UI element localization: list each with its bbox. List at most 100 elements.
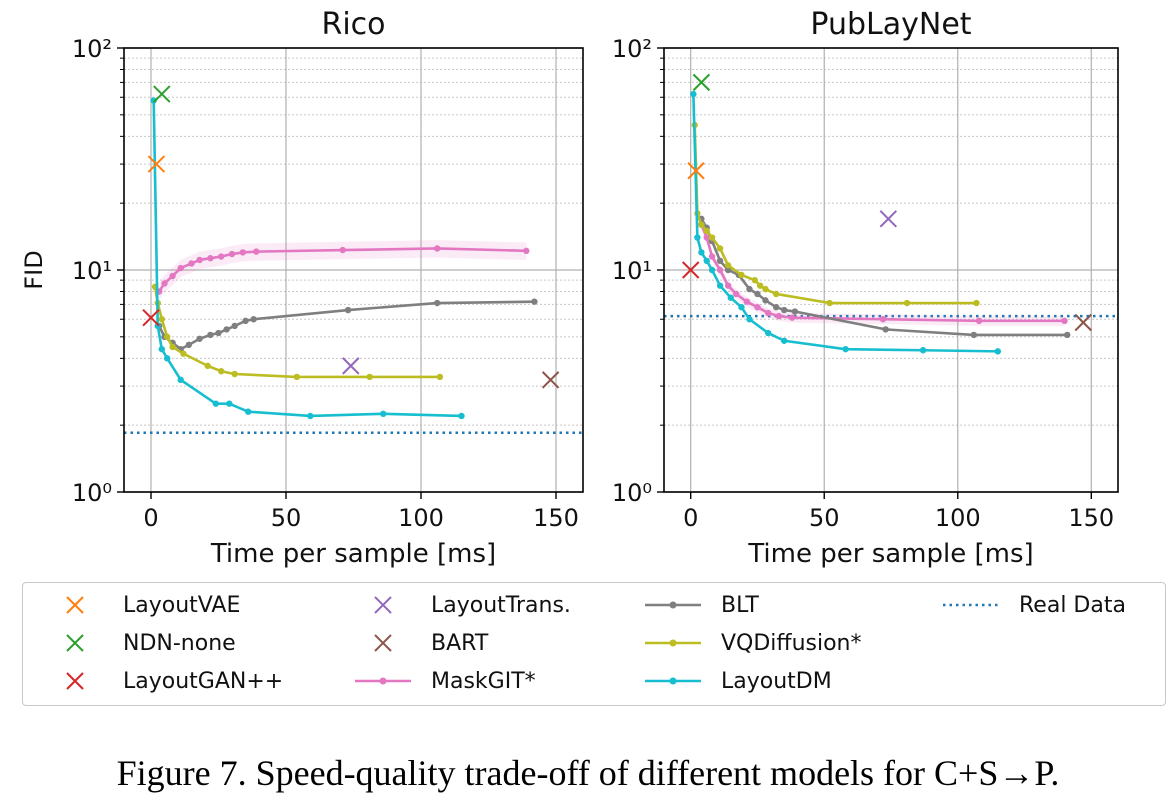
panel1-layoutgan-marker [142,308,160,327]
panel2-x-axis-label: Time per sample [ms] [747,539,1033,569]
legend-marker-maskgit [355,677,411,685]
panel2-blt-point [791,308,799,315]
panel2-layoutdm-point [842,345,849,353]
panel2-blt-point [970,331,977,339]
panel2-maskgit-point [732,290,740,298]
panel1-maskgit-point [196,256,203,264]
panel1-blt-point [223,326,230,333]
panel1-title: Rico [321,7,385,42]
panel1-layoutdm-point [307,412,314,420]
panel1-blt-point [185,341,192,349]
panel2-layoutdm-point [727,294,734,301]
panel1-layoutdm-point [154,322,161,330]
legend-label: VQDiffusion* [721,630,862,656]
panel2-blt-point [762,297,769,304]
panel2-x-tick-label: 50 [809,504,840,532]
panel2-layoutdm-point [694,234,701,241]
legend-item-layouttrans: LayoutTrans. [353,585,571,625]
panel2-layoutdm-point [738,303,745,311]
panel1-maskgit-point [239,249,246,256]
panel2-layoutdm-point [746,316,753,323]
panel2-title: PubLayNet [810,7,971,42]
panel2-layoutvae-marker [687,162,705,180]
panel1-vqdiffusion-point [218,368,225,375]
panel2-maskgit-point [708,253,716,260]
panel2-blt-point [754,290,761,298]
legend-marker-layoutgan [66,672,84,690]
panel1-layoutdm-point [226,400,233,407]
legend-item-layoutvae: LayoutVAE [45,585,240,625]
legend-label: NDN-none [123,630,236,656]
panel2-plot-area [664,73,1118,355]
panel1-blt-point [242,317,249,325]
panel1-blt-point [250,316,257,323]
panel2-layoutdm-point [690,90,697,98]
panel1-layoutdm-point [150,97,157,104]
legend-item-ndn-none: NDN-none [45,623,236,663]
panel1-layoutdm-point [458,412,465,420]
panel2-maskgit-point [775,312,783,320]
panel1-blt-point [434,299,441,307]
panel1-maskgit-point [177,264,184,272]
panel2-vqdiffusion-point [738,271,745,279]
panel2-maskgit-point [975,317,983,325]
panel2-maskgit-point [1061,317,1068,325]
panel2-x-tick-label: 0 [683,504,698,532]
panel1-layoutdm-point [245,408,252,415]
panel1-maskgit-point [169,272,176,280]
panel1-y-tick-label: 10² [72,35,112,63]
panel1-maskgit-point [188,260,195,267]
panel1-blt-point [344,306,352,314]
panel2-layoutdm-point [764,329,772,337]
legend-label: LayoutDM [721,668,832,694]
panel2-maskgit-point [754,303,761,311]
panel2-x-tick-label: 100 [935,504,981,532]
legend-label: BART [431,630,489,656]
legend-marker-layoutdm [645,677,701,685]
panel2-vqdiffusion-point [756,282,764,289]
panel1-chart: 0 50 100 150 10⁰ 10¹ 10² Rico Time per sample [m… [20,7,584,569]
panel1-y-axis-label: FID [20,250,48,289]
panel1-ndn-none-marker [153,85,171,103]
panel1-blt-point [207,331,214,339]
panel2-vqdiffusion-point [703,227,710,235]
panel2-maskgit-point [716,266,724,274]
panel1-bart-marker [541,371,560,389]
panel2-blt-point [746,285,753,293]
legend-label: LayoutTrans. [431,592,571,618]
panel1-maskgit-point [207,255,214,262]
panel2-maskgit-point [764,309,772,317]
panel1-x-tick-label: 100 [398,504,444,532]
panel1-layoutdm-point [158,345,165,353]
panel1-maskgit-point [161,280,168,287]
legend-item-bart: BART [353,623,488,663]
panel2-layoutdm-point [703,257,710,265]
legend-label: Real Data [1019,592,1126,618]
panel2-layoutdm-point [698,249,705,256]
panel1-x-axis-label: Time per sample [ms] [210,539,496,569]
panel1-maskgit-band [159,240,527,301]
legend-marker-ndn-none [66,634,84,652]
panel1-vqdiffusion-line [153,286,440,379]
panel1-layoutdm-point [380,410,387,418]
legend-marker-vqdiffusion [645,639,701,647]
panel1-plot-area [124,85,583,434]
legend-item-blt: BLT [643,585,759,625]
panel1-x-tick-label: 50 [271,504,302,532]
panel2-vqdiffusion-point [973,299,980,307]
panel1-blt-point [531,298,538,305]
panel1-maskgit-point [253,248,260,255]
panel2-blt-point [772,303,780,311]
panel2-layoutdm-point [716,282,724,289]
panel1-layoutdm-point [177,376,184,384]
panel1-layoutdm-point [212,400,219,407]
legend-label: MaskGIT* [431,668,536,694]
legend-label: BLT [721,592,759,618]
panel1-layoutvae-marker [147,155,166,173]
panel2-vqdiffusion-point [698,221,705,228]
panel2-x-tick-label: 150 [1068,504,1114,532]
panel2-y-tick-label: 10⁰ [612,479,652,507]
legend-marker-real-data [943,603,999,607]
legend-marker-layoutvae [66,596,84,614]
